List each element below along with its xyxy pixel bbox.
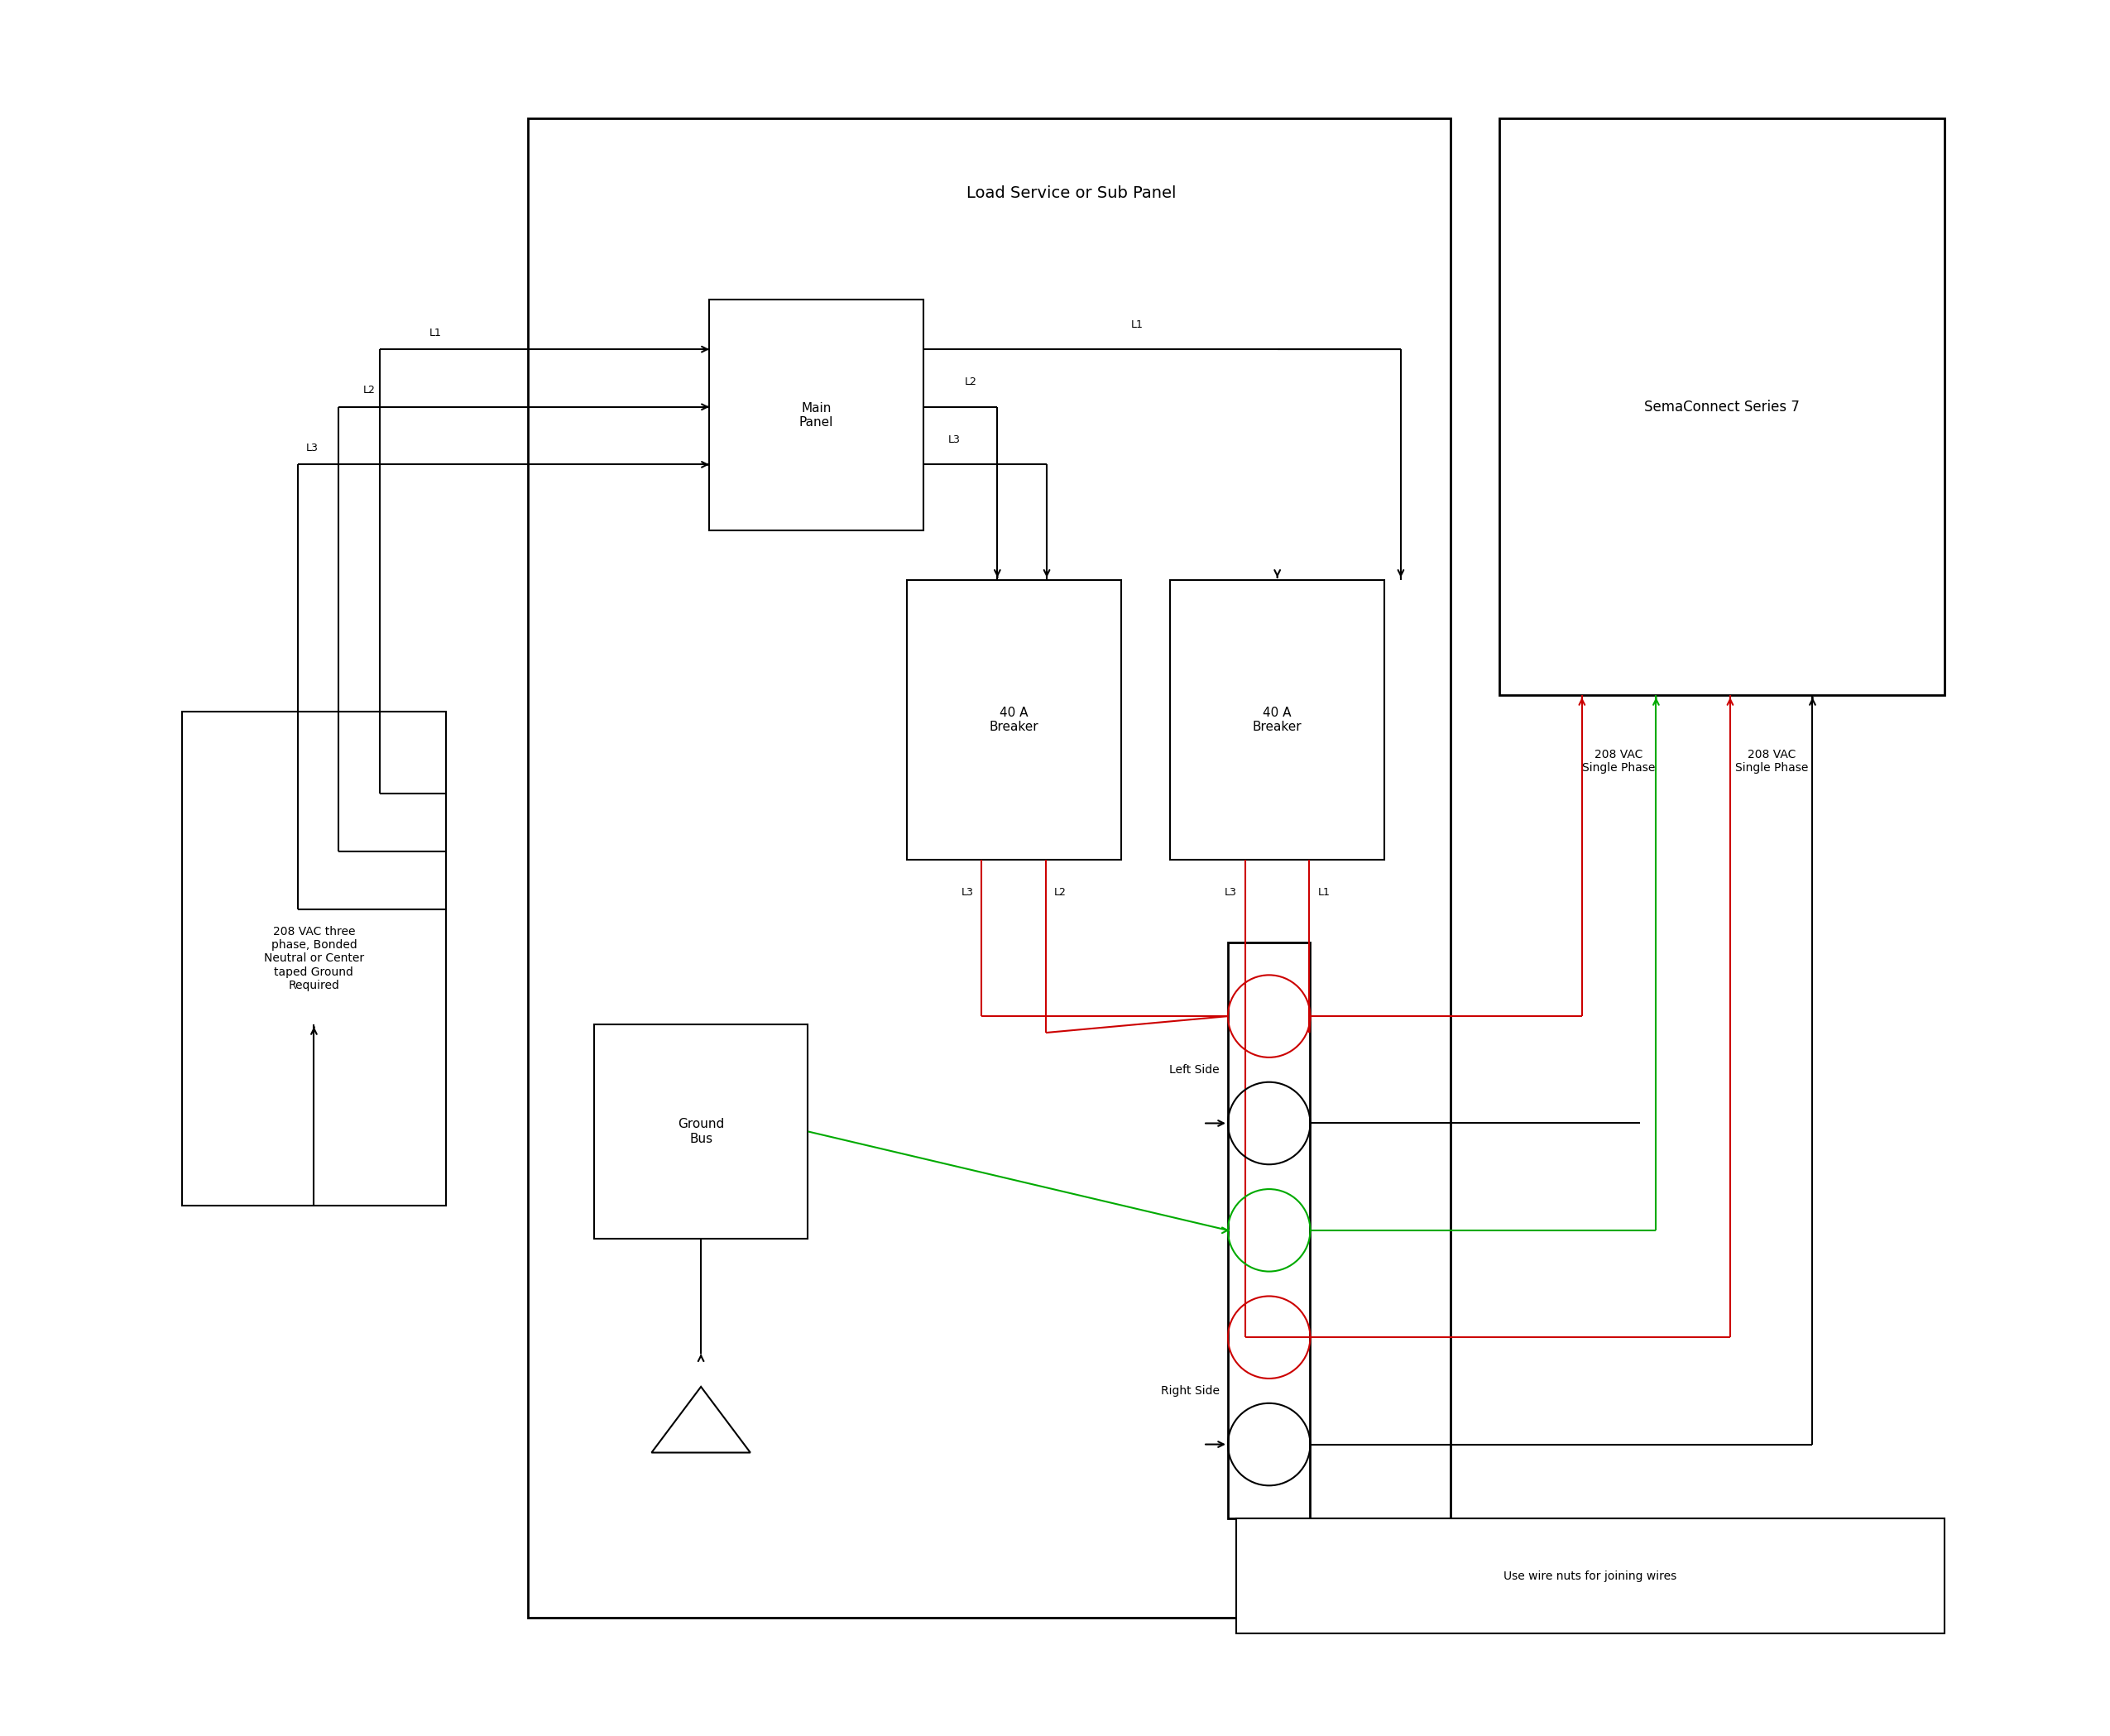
Text: Use wire nuts for joining wires: Use wire nuts for joining wires bbox=[1504, 1571, 1677, 1581]
Text: Load Service or Sub Panel: Load Service or Sub Panel bbox=[966, 186, 1177, 201]
Text: 208 VAC three
phase, Bonded
Neutral or Center
taped Ground
Required: 208 VAC three phase, Bonded Neutral or C… bbox=[264, 925, 365, 991]
Bar bbox=[709, 300, 924, 531]
Text: 208 VAC
Single Phase: 208 VAC Single Phase bbox=[1582, 748, 1656, 774]
Text: Left Side: Left Side bbox=[1169, 1064, 1220, 1076]
Text: L3: L3 bbox=[947, 434, 960, 444]
Bar bbox=[528, 118, 1450, 1618]
Text: SemaConnect Series 7: SemaConnect Series 7 bbox=[1644, 399, 1800, 415]
Bar bbox=[181, 712, 445, 1205]
Bar bbox=[1171, 580, 1384, 859]
Text: 40 A
Breaker: 40 A Breaker bbox=[1253, 707, 1302, 733]
Text: 40 A
Breaker: 40 A Breaker bbox=[990, 707, 1038, 733]
Text: L2: L2 bbox=[964, 377, 977, 387]
Text: L3: L3 bbox=[1224, 887, 1236, 898]
Text: Right Side: Right Side bbox=[1160, 1385, 1220, 1397]
Bar bbox=[1500, 118, 1943, 694]
Text: L1: L1 bbox=[1131, 319, 1144, 330]
Bar bbox=[907, 580, 1120, 859]
Text: 208 VAC
Single Phase: 208 VAC Single Phase bbox=[1734, 748, 1808, 774]
Text: L1: L1 bbox=[1317, 887, 1329, 898]
Text: L2: L2 bbox=[363, 385, 376, 396]
Text: L1: L1 bbox=[428, 328, 441, 339]
Text: Ground
Bus: Ground Bus bbox=[677, 1118, 724, 1144]
Bar bbox=[1236, 1519, 1943, 1634]
Text: L2: L2 bbox=[1055, 887, 1066, 898]
Text: L3: L3 bbox=[306, 443, 319, 453]
Text: L3: L3 bbox=[962, 887, 973, 898]
Bar bbox=[1228, 943, 1310, 1519]
Bar bbox=[593, 1024, 808, 1238]
Text: Main
Panel: Main Panel bbox=[800, 401, 833, 429]
